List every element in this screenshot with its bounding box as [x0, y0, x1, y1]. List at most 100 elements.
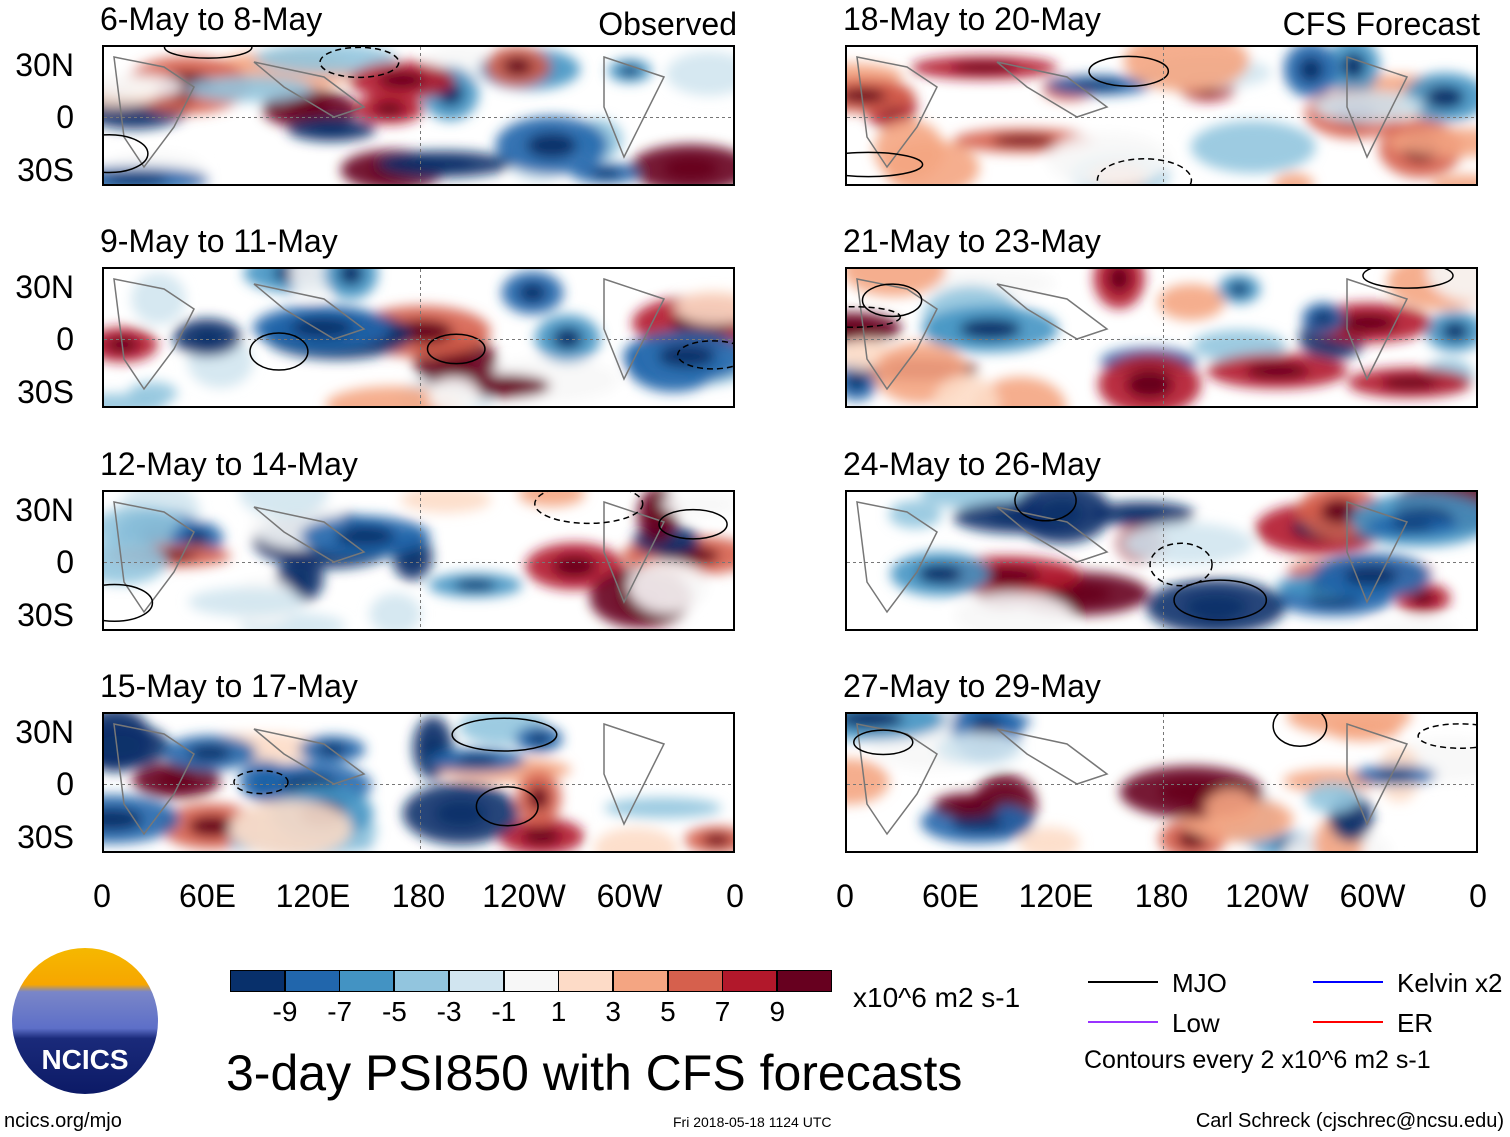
anomaly-blob [104, 75, 184, 98]
anomaly-blob [1190, 120, 1316, 174]
coastlines [113, 55, 666, 169]
lat-label: 0 [56, 99, 74, 135]
anomaly-core [1376, 770, 1414, 780]
map-panel [102, 45, 735, 186]
legend-label: Low [1172, 1008, 1220, 1038]
map-panel [102, 712, 735, 853]
anomaly-blob [954, 592, 1073, 629]
site-link[interactable]: ncics.org/mjo [4, 1110, 122, 1132]
lon-label: 120W [482, 878, 566, 914]
anomaly-blob [593, 827, 679, 851]
anomaly-core [502, 57, 532, 76]
anomaly-core [847, 371, 867, 390]
anomaly-core [185, 530, 209, 547]
anomaly-blob [104, 506, 188, 550]
mjo-contour [475, 786, 539, 827]
colorbar-tick-label: -5 [381, 996, 407, 1027]
anomaly-blob [1431, 174, 1476, 184]
mjo-contour [1149, 542, 1213, 587]
lat-label: 30N [15, 492, 74, 528]
anomaly-core [289, 568, 311, 590]
anomaly-blob [628, 560, 708, 614]
author-credit: Carl Schreck (cjschrec@ncsu.edu) [1195, 1110, 1504, 1132]
lat-label: 0 [56, 544, 74, 580]
anomaly-core [522, 828, 561, 845]
anomaly-core [434, 799, 488, 828]
mjo-contour [676, 340, 733, 370]
anomaly-blob [1018, 826, 1081, 851]
lon-label: 60E [922, 878, 979, 914]
anomaly-core [1075, 80, 1123, 90]
legend-line [1088, 981, 1158, 983]
anomaly-core [1117, 508, 1166, 520]
mjo-contour [1173, 579, 1268, 621]
anomaly-core [1409, 591, 1436, 606]
anomaly-blob [1305, 781, 1361, 814]
anomaly-core [414, 158, 474, 171]
anomaly-core [335, 526, 395, 546]
map-panel [845, 712, 1478, 853]
anomaly-blob [933, 374, 1000, 406]
anomaly-core [192, 328, 223, 346]
lon-label: 60E [179, 878, 236, 914]
anomaly-core [1426, 86, 1465, 109]
anomaly-blob [254, 47, 397, 74]
observed-label: Observed [598, 6, 737, 42]
map-panel [102, 490, 735, 631]
anomaly-blob [604, 797, 722, 819]
lon-label: 0 [836, 878, 854, 914]
anomaly-core [1441, 322, 1469, 341]
anomaly-core [486, 380, 526, 392]
coastlines [856, 277, 1409, 391]
legend-line [1313, 981, 1383, 983]
anomaly-core [373, 102, 405, 116]
anomaly-core [104, 808, 143, 831]
lat-label: 30N [15, 47, 74, 83]
mjo-contour [1014, 492, 1077, 522]
anomaly-core [455, 754, 499, 766]
mjo-contour [104, 134, 149, 174]
legend-line [1313, 1021, 1383, 1023]
anomaly-core [590, 168, 622, 179]
anomaly-field [104, 492, 733, 629]
anomaly-core [528, 785, 549, 811]
mjo-contour [1096, 158, 1193, 184]
anomaly-field [104, 47, 733, 184]
ncics-logo: NCICS [12, 948, 158, 1094]
anomaly-blob [518, 492, 586, 507]
anomaly-core [959, 318, 1021, 340]
lat-label: 0 [56, 321, 74, 357]
panel-title: 27-May to 29-May [843, 668, 1101, 704]
anomaly-core [1229, 282, 1249, 296]
mjo-contour [319, 47, 400, 79]
anomaly-core [1126, 370, 1173, 399]
anomaly-field [847, 492, 1476, 629]
anomaly-blob [1368, 619, 1459, 629]
figure-title: 3-day PSI850 with CFS forecasts [226, 1045, 963, 1101]
anomaly-core [526, 132, 577, 159]
coastlines [113, 500, 666, 614]
anomaly-core [1344, 565, 1398, 587]
mjo-contour [1362, 269, 1454, 289]
mjo-contour [451, 717, 558, 752]
anomaly-core [663, 157, 719, 180]
colorbar-tick-label: 9 [769, 996, 786, 1027]
anomaly-blob [675, 290, 733, 325]
anomaly-blob [847, 758, 890, 805]
lon-label: 0 [1469, 878, 1487, 914]
anomaly-core [951, 799, 983, 812]
anomaly-core [188, 744, 232, 761]
anomaly-core [1159, 780, 1224, 804]
anomaly-blob [104, 393, 166, 406]
anomaly-core [1040, 498, 1085, 527]
anomaly-core [518, 283, 547, 303]
anomaly-blob [847, 312, 902, 344]
panel-title: 15-May to 17-May [100, 668, 358, 704]
anomaly-blob [428, 377, 481, 406]
lat-label: 30S [17, 597, 74, 633]
colorbar-tick-label: 5 [660, 996, 676, 1027]
panel-title: 21-May to 23-May [843, 223, 1101, 259]
anomaly-core [1298, 57, 1324, 83]
mjo-contour [847, 305, 901, 328]
